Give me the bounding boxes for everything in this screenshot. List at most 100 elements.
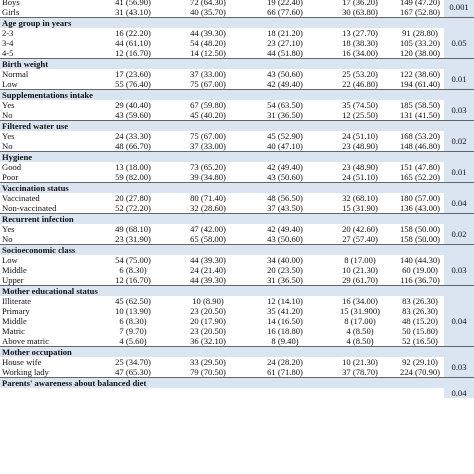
section-heading: Recurrent infection — [0, 213, 474, 224]
section-header: Mother educational status — [0, 285, 474, 296]
row-label: Girls — [0, 7, 94, 18]
row-label: House wife — [0, 357, 94, 367]
table-row: 0.04 — [0, 388, 474, 398]
table-cell: 7 (9.70) — [94, 326, 170, 336]
row-label: 4-5 — [0, 48, 94, 59]
table-row: Primary 10 (13.90) 23 (20.50) 35 (41.20) 15 … — [0, 306, 474, 316]
section-header: Filtered water use — [0, 120, 474, 131]
table-cell: 25 (34.70) — [94, 357, 170, 367]
table-cell: 49 (68.10) — [94, 224, 170, 234]
table-cell: 39 (34.80) — [170, 172, 244, 183]
table-row: 3-4 44 (61.10) 54 (48.20) 23 (27.10) 18 (38.… — [0, 38, 474, 48]
table-cell: 35 (41.20) — [244, 306, 324, 316]
table-cell: 158 (50.00) — [394, 224, 444, 234]
table-cell: 4 (5.60) — [94, 336, 170, 347]
table-cell: 29 (61.70) — [324, 275, 394, 286]
table-cell: 60 (19.00) — [394, 265, 444, 275]
section-heading: Mother educational status — [0, 285, 474, 296]
table-cell: 24 (21.40) — [170, 265, 244, 275]
table-cell: 33 (29.50) — [170, 357, 244, 367]
table-cell: 4 (8.50) — [324, 326, 394, 336]
table-cell: 15 (31.900) — [324, 306, 394, 316]
p-value: 0.03 — [444, 357, 474, 378]
table-cell: 37 (33.00) — [170, 69, 244, 79]
table-cell: 105 (33.20) — [394, 38, 444, 48]
row-label: Matric — [0, 326, 94, 336]
table-cell: 14 (12.50) — [170, 48, 244, 59]
row-label: Yes — [0, 224, 94, 234]
row-label: Vaccinated — [0, 193, 94, 203]
table-cell — [244, 388, 324, 398]
table-cell: 48 (15.20) — [394, 316, 444, 326]
table-cell: 48 (66.70) — [94, 141, 170, 152]
section-heading: Mother occupation — [0, 346, 474, 357]
table-row: 2-3 16 (22.20) 44 (39.30) 18 (21.20) 13 (27.… — [0, 28, 474, 59]
table-row: Boys 41 (56.90) 72 (64.30) 19 (22.40) 17 (36… — [0, 0, 474, 18]
table-cell: 37 (43.50) — [244, 203, 324, 214]
table-cell: 19 (22.40) — [244, 0, 324, 7]
table-cell: 54 (48.20) — [170, 38, 244, 48]
table-cell: 23 (48.90) — [324, 162, 394, 172]
table-cell: 22 (46.80) — [324, 79, 394, 90]
table-row: No 23 (31.90) 65 (58.00) 43 (50.60) 27 (57.4… — [0, 234, 474, 245]
table-cell: 12 (25.50) — [324, 110, 394, 121]
table-cell: 65 (58.00) — [170, 234, 244, 245]
table-cell: 42 (49.40) — [244, 162, 324, 172]
table-cell: 8 (17.00) — [324, 255, 394, 265]
p-value: 0.03 — [444, 255, 474, 286]
table-cell: 48 (56.50) — [244, 193, 324, 203]
table-cell: 55 (76.40) — [94, 79, 170, 90]
table-cell: 136 (43.00) — [394, 203, 444, 214]
table-cell: 167 (52.80) — [394, 7, 444, 18]
table-cell: 131 (41.50) — [394, 110, 444, 121]
row-label: Illiterate — [0, 296, 94, 306]
table-cell: 37 (78.70) — [324, 367, 394, 378]
table-cell: 8 (17.00) — [324, 316, 394, 326]
table-row: Matric 7 (9.70) 23 (20.50) 16 (18.80) 4 (8.5… — [0, 326, 474, 336]
table-cell: 30 (63.80) — [324, 7, 394, 18]
row-label: Low — [0, 79, 94, 90]
table-cell: 16 (34.00) — [324, 296, 394, 306]
table-cell: 83 (26.30) — [394, 296, 444, 306]
table-cell: 23 (20.50) — [170, 306, 244, 316]
table-cell: 45 (62.50) — [94, 296, 170, 306]
table-row: Good 13 (18.00) 73 (65.20) 42 (49.40) 23 (48… — [0, 162, 474, 183]
table-cell: 23 (31.90) — [94, 234, 170, 245]
table-cell: 37 (33.00) — [170, 141, 244, 152]
row-label — [0, 388, 94, 398]
table-row: Non-vaccinated 52 (72.20) 32 (28.60) 37 (43… — [0, 203, 474, 214]
table-cell: 52 (72.20) — [94, 203, 170, 214]
table-cell: 67 (59.80) — [170, 100, 244, 110]
table-cell: 31 (36.50) — [244, 275, 324, 286]
row-label: Poor — [0, 172, 94, 183]
table-cell: 180 (57.00) — [394, 193, 444, 203]
table-row: Normal 17 (23.60) 37 (33.00) 43 (50.60) 25 (… — [0, 69, 474, 90]
table-cell: 45 (40.20) — [170, 110, 244, 121]
table-cell: 12 (14.10) — [244, 296, 324, 306]
table-cell: 185 (58.50) — [394, 100, 444, 110]
table-row: Yes 29 (40.40) 67 (59.80) 54 (63.50) 35 (74.… — [0, 100, 474, 121]
table-cell: 44 (39.30) — [170, 255, 244, 265]
table-row: Yes 24 (33.30) 75 (67.00) 45 (52.90) 24 (51.… — [0, 131, 474, 152]
table-cell: 23 (20.50) — [170, 326, 244, 336]
table-cell: 24 (33.30) — [94, 131, 170, 141]
table-cell: 24 (51.10) — [324, 131, 394, 141]
table-cell: 12 (16.70) — [94, 48, 170, 59]
table-cell: 50 (15.80) — [394, 326, 444, 336]
table-cell: 32 (68.10) — [324, 193, 394, 203]
table-cell: 75 (67.00) — [170, 79, 244, 90]
data-table: Boys 41 (56.90) 72 (64.30) 19 (22.40) 17 (36… — [0, 0, 474, 398]
table-row: Low 55 (76.40) 75 (67.00) 42 (49.40) 22 (46.… — [0, 79, 474, 90]
table-row: Vaccinated 20 (27.80) 80 (71.40) 48 (56.50)… — [0, 193, 474, 214]
section-header: Mother occupation — [0, 346, 474, 357]
table-cell: 158 (50.00) — [394, 234, 444, 245]
p-value: 0.04 — [444, 193, 474, 214]
table-cell: 15 (31.90) — [324, 203, 394, 214]
section-header: Parents' awareness about balanced diet — [0, 377, 474, 388]
table-cell: 24 (51.10) — [324, 172, 394, 183]
row-label: Above matric — [0, 336, 94, 347]
table-cell: 35 (74.50) — [324, 100, 394, 110]
table-cell: 47 (42.00) — [170, 224, 244, 234]
table-cell — [324, 388, 394, 398]
section-header: Supplementations intake — [0, 89, 474, 100]
